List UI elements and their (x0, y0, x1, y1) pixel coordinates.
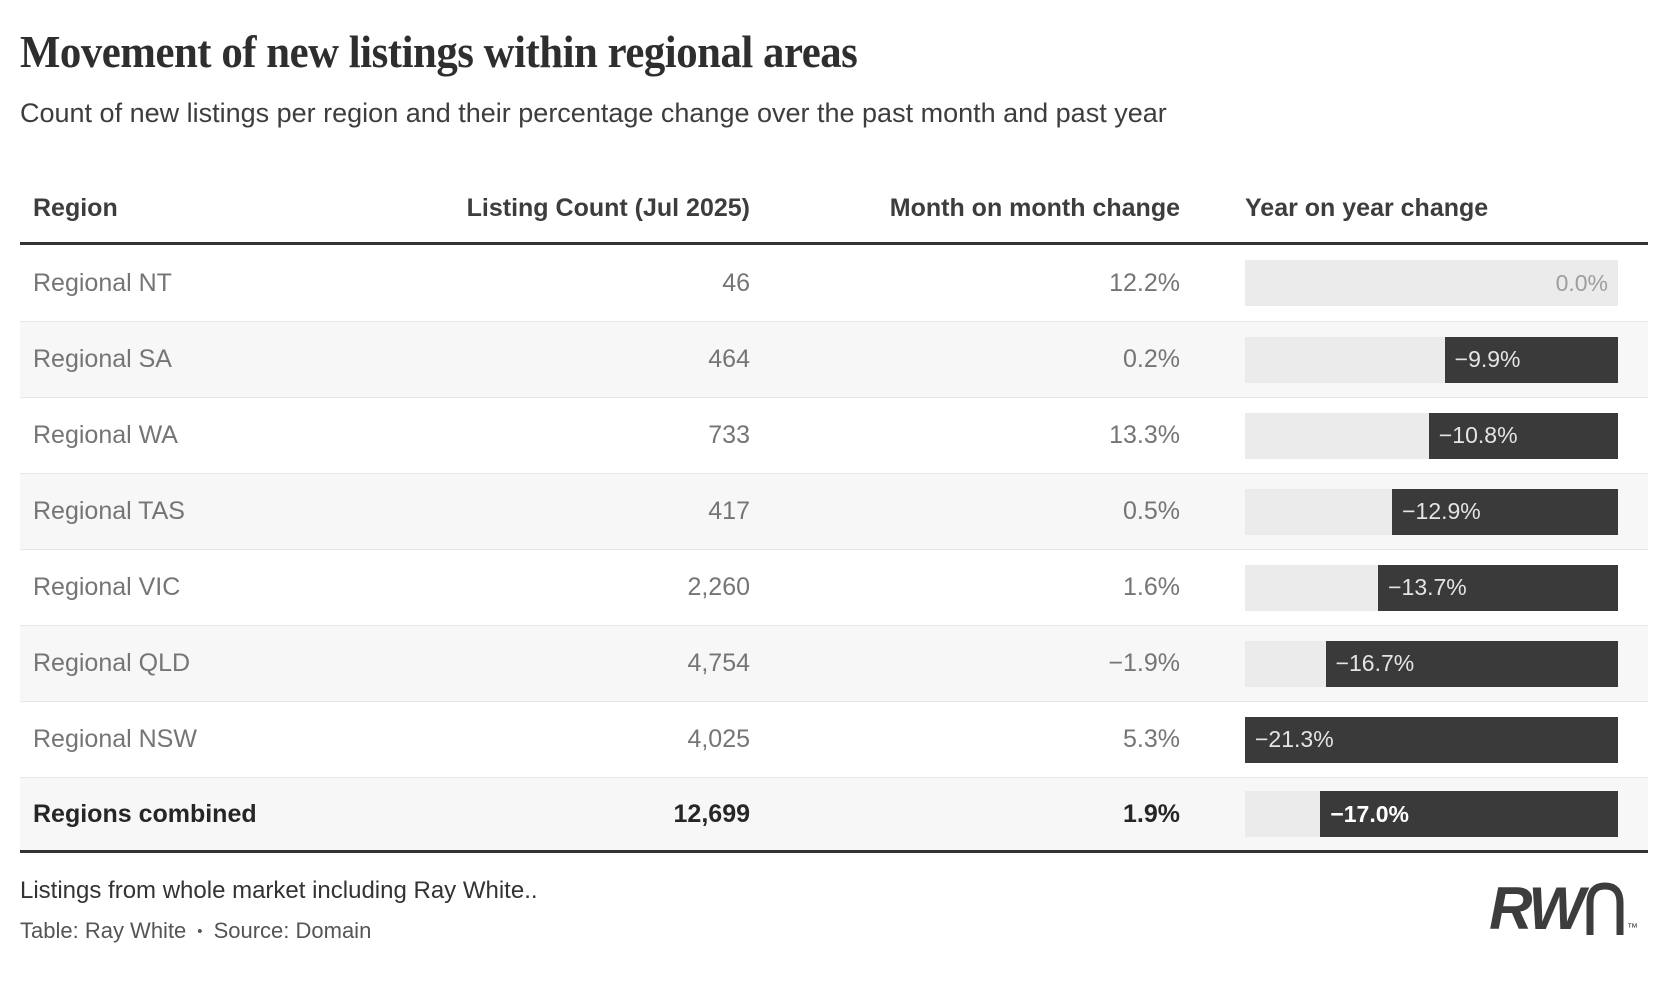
yoy-bar-track: −13.7% (1245, 564, 1618, 611)
footer: Listings from whole market including Ray… (20, 877, 1648, 944)
listings-table: Region Listing Count (Jul 2025) Month on… (20, 174, 1648, 853)
region-cell: Regional VIC (33, 573, 181, 601)
yoy-bar: −9.9% (1444, 336, 1618, 383)
table-body: Regional NT 46 12.2% 0.0% Regional SA 46… (20, 245, 1648, 853)
region-cell: Regional NT (33, 268, 172, 297)
trademark-symbol: ™ (1627, 922, 1638, 934)
yoy-change-cell: −10.8% (1180, 412, 1648, 459)
yoy-bar-label: −17.0% (1330, 800, 1409, 827)
yoy-change-cell: −13.7% (1180, 564, 1648, 611)
yoy-bar-track: 0.0% (1245, 260, 1618, 306)
yoy-bar: −13.7% (1378, 564, 1618, 611)
listing-count-cell: 4,025 (687, 725, 750, 753)
listing-count-cell: 12,699 (673, 799, 750, 828)
yoy-change-cell: −12.9% (1180, 488, 1648, 535)
mom-change-cell: 1.9% (1123, 799, 1180, 828)
mom-change-cell: 13.3% (1109, 421, 1180, 449)
listing-count-cell: 733 (708, 421, 750, 449)
table-header-row: Region Listing Count (Jul 2025) Month on… (20, 174, 1648, 245)
column-header-yoy-change: Year on year change (1245, 193, 1489, 222)
mom-change-cell: 0.5% (1123, 497, 1180, 525)
yoy-change-cell: −9.9% (1180, 336, 1648, 383)
column-header-mom-change: Month on month change (889, 193, 1180, 222)
footer-credit-line: Table: Ray White • Source: Domain (20, 918, 1648, 944)
yoy-bar-label: −12.9% (1402, 498, 1481, 524)
mom-change-cell: 1.6% (1123, 573, 1180, 601)
yoy-bar-label: −13.7% (1388, 574, 1467, 600)
page-title: Movement of new listings within regional… (20, 26, 858, 77)
page-subtitle: Count of new listings per region and the… (20, 98, 1167, 128)
total-row: Regions combined 12,699 1.9% −17.0% (20, 777, 1648, 853)
table-row: Regional QLD 4,754 −1.9% −16.7% (20, 625, 1648, 701)
mom-change-cell: 12.2% (1109, 268, 1180, 297)
yoy-change-cell: −21.3% (1180, 716, 1648, 763)
region-cell: Regional QLD (33, 649, 191, 677)
table-credit: Table: Ray White (20, 918, 187, 943)
mom-change-cell: −1.9% (1108, 649, 1180, 677)
listing-count-cell: 417 (708, 497, 750, 525)
mom-change-cell: 5.3% (1123, 725, 1180, 753)
yoy-bar-track: −21.3% (1245, 716, 1618, 763)
yoy-zero-label: 0.0% (1555, 269, 1608, 296)
yoy-bar: −21.3% (1245, 716, 1618, 763)
table-row: Regional TAS 417 0.5% −12.9% (20, 473, 1648, 549)
listing-count-cell: 46 (722, 268, 750, 297)
table-row: Regional NSW 4,025 5.3% −21.3% (20, 701, 1648, 777)
table-row: Regional NT 46 12.2% 0.0% (20, 245, 1648, 321)
region-cell: Regional NSW (33, 725, 197, 753)
table-row: Regional SA 464 0.2% −9.9% (20, 321, 1648, 397)
yoy-change-cell: 0.0% (1180, 260, 1648, 306)
region-cell: Regional TAS (33, 497, 185, 525)
bullet-separator-icon: • (197, 922, 203, 940)
yoy-bar-track: −16.7% (1245, 640, 1618, 687)
yoy-change-cell: −17.0% (1180, 791, 1648, 837)
table-row: Regional VIC 2,260 1.6% −13.7% (20, 549, 1648, 625)
mom-change-cell: 0.2% (1123, 345, 1180, 373)
region-cell: Regions combined (33, 799, 257, 828)
column-header-region: Region (33, 193, 118, 222)
yoy-bar: −12.9% (1392, 488, 1618, 535)
yoy-bar-track: −9.9% (1245, 336, 1618, 383)
column-header-listing-count: Listing Count (Jul 2025) (466, 193, 750, 222)
yoy-bar-track: −17.0% (1245, 791, 1618, 837)
yoy-bar-label: −16.7% (1335, 650, 1415, 676)
rw-logo-text: RW (1489, 875, 1585, 942)
yoy-bar-track: −12.9% (1245, 488, 1618, 535)
rwn-logo-n-icon (1586, 882, 1624, 935)
yoy-bar: −16.7% (1325, 640, 1618, 687)
yoy-bar-label: −21.3% (1255, 726, 1334, 752)
source-credit: Source: Domain (213, 918, 372, 943)
yoy-bar: −17.0% (1320, 791, 1618, 837)
yoy-bar-track: −10.8% (1245, 412, 1618, 459)
yoy-bar-label: −10.8% (1438, 422, 1518, 448)
rwn-logo: RW ™ (1489, 875, 1638, 942)
listing-count-cell: 4,754 (687, 649, 750, 677)
table-row: Regional WA 733 13.3% −10.8% (20, 397, 1648, 473)
region-cell: Regional WA (33, 421, 178, 449)
yoy-change-cell: −16.7% (1180, 640, 1648, 687)
yoy-bar: −10.8% (1428, 412, 1618, 459)
listing-count-cell: 2,260 (687, 573, 750, 601)
yoy-bar-label: −9.9% (1454, 346, 1521, 372)
listing-count-cell: 464 (708, 345, 750, 373)
region-cell: Regional SA (33, 345, 172, 373)
footer-note: Listings from whole market including Ray… (20, 877, 538, 904)
